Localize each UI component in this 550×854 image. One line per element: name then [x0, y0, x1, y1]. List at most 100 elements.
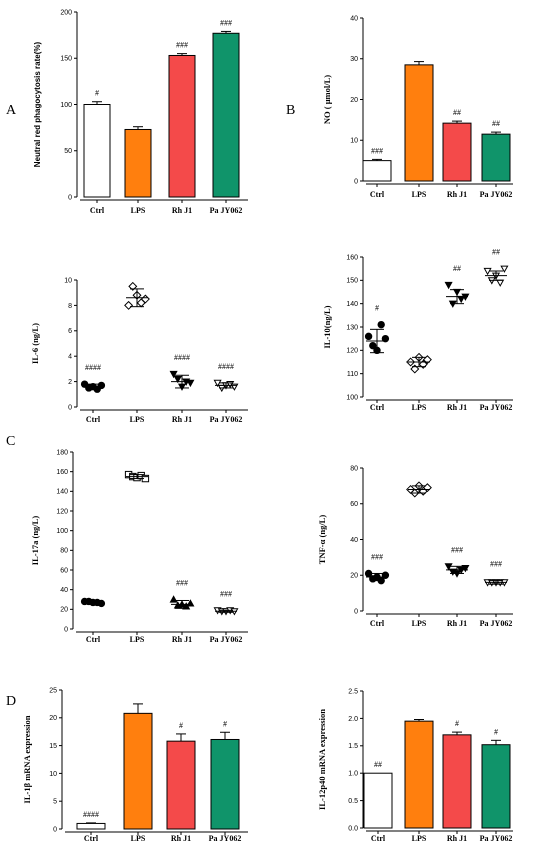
x-tick-label: Ctrl: [370, 619, 385, 628]
bar-ctrl: [83, 104, 111, 198]
data-point: [97, 381, 106, 390]
panel-label-a: A: [6, 103, 17, 118]
data-point: [381, 334, 390, 343]
y-tick-label: 1.5: [348, 743, 358, 750]
x-tick-label: LPS: [131, 206, 146, 215]
significance-label: #: [223, 719, 227, 728]
y-tick-label: 40: [350, 15, 358, 22]
y-tick-label: 80: [350, 465, 358, 472]
x-tick-label: Rh J1: [172, 415, 192, 424]
y-tick-label: 120: [346, 348, 358, 355]
y-tick-label: 20: [60, 607, 68, 614]
y-tick-label: 15: [49, 743, 57, 750]
y-tick-label: 140: [346, 301, 358, 308]
significance-label: #: [375, 304, 379, 313]
x-tick-label: Pa JY062: [210, 206, 243, 215]
x-tick-label: Ctrl: [86, 635, 101, 644]
significance-label: ##: [492, 248, 500, 257]
y-axis-label: TNF-α (ng/L): [317, 515, 327, 565]
x-tick-label: Rh J1: [171, 834, 191, 843]
bar-rh-j1: [442, 734, 472, 829]
bar-pa-jy062: [210, 738, 240, 830]
data-point: [364, 332, 373, 341]
x-tick-label: Pa JY062: [209, 834, 242, 843]
x-tick-label: Rh J1: [447, 834, 467, 843]
chart-il6: 0 2 4 6 8 10 IL-6 (ng/L) Ctrl LPS Rh J1 Pa JY062 ##…: [30, 277, 248, 424]
y-tick-label: 100: [346, 394, 358, 401]
y-tick-label: 25: [49, 687, 57, 694]
y-tick-label: 80: [60, 548, 68, 555]
y-axis-label: IL-6 (ng/L): [30, 323, 40, 364]
x-tick-label: Rh J1: [172, 206, 192, 215]
significance-label: #: [179, 721, 183, 730]
bar-lps: [404, 64, 434, 182]
data-point: [128, 281, 138, 291]
y-tick-label: 0.5: [348, 798, 358, 805]
chart-tnfa: 0 20 40 60 80 TNF-α (ng/L) Ctrl LPS Rh J1 Pa JY06…: [317, 465, 513, 628]
y-tick-label: 4: [68, 354, 72, 361]
significance-label: #: [494, 727, 498, 736]
y-tick-label: 20: [350, 573, 358, 580]
x-tick-label: Rh J1: [447, 619, 467, 628]
y-axis-label: IL-1β mRNA expression: [22, 715, 32, 803]
x-tick-label: Pa JY062: [480, 403, 513, 412]
y-tick-label: 10: [64, 277, 72, 284]
chart-il1b: 0 5 10 15 20 25 IL-1β mRNA expression Ctrl LPS Rh…: [22, 687, 248, 843]
data-point: [500, 265, 509, 273]
y-tick-label: 0.0: [348, 825, 358, 832]
significance-label: ####: [218, 362, 234, 371]
data-point: [369, 341, 377, 350]
y-tick-label: 100: [60, 102, 72, 109]
significance-label: ####: [85, 363, 101, 372]
data-point: [444, 281, 453, 290]
x-tick-label: Pa JY062: [210, 635, 243, 644]
significance-label: ##: [453, 264, 461, 273]
bar-lps: [123, 712, 153, 830]
y-tick-label: 0: [64, 626, 68, 633]
bar-rh-j1: [442, 122, 472, 182]
x-tick-label: Rh J1: [172, 635, 192, 644]
y-tick-label: 20: [350, 97, 358, 104]
bar-ctrl: [76, 822, 106, 830]
x-tick-label: LPS: [130, 635, 145, 644]
chart-il10: 100 110 120 130 140 150 160 IL-10(ng/L) Ctrl LPS R…: [322, 248, 513, 412]
bar-rh-j1: [168, 54, 196, 198]
y-tick-label: 160: [56, 469, 68, 476]
y-tick-label: 60: [350, 501, 358, 508]
chart-il17a: 0 20 40 60 80 100 120 140 160 180 IL-17a (ng/L) Ctr…: [30, 449, 248, 644]
panel-label-c: C: [6, 434, 15, 449]
y-axis-label: IL-12p40 mRNA expression: [317, 709, 327, 810]
y-tick-label: 10: [350, 138, 358, 145]
y-tick-label: 1.0: [348, 771, 358, 778]
y-tick-label: 50: [64, 148, 72, 155]
bar-rh-j1: [166, 740, 196, 830]
significance-label: ###: [371, 552, 383, 561]
y-axis-label: IL-10(ng/L): [322, 305, 332, 348]
y-tick-label: 5: [53, 799, 57, 806]
x-tick-label: LPS: [412, 834, 427, 843]
y-tick-label: 110: [347, 371, 358, 378]
y-tick-label: 0: [68, 404, 72, 411]
significance-label: ###: [176, 41, 188, 50]
x-tick-label: Ctrl: [370, 403, 385, 412]
y-tick-label: 180: [56, 449, 68, 456]
y-tick-label: 8: [68, 303, 72, 310]
bar-lps: [404, 720, 434, 829]
y-tick-label: 6: [68, 328, 72, 335]
y-tick-label: 0: [354, 608, 358, 615]
y-tick-label: 150: [346, 278, 358, 285]
x-tick-label: LPS: [412, 403, 427, 412]
x-tick-label: Pa JY062: [480, 619, 513, 628]
y-tick-label: 2.0: [348, 716, 358, 723]
x-tick-label: LPS: [131, 834, 146, 843]
y-axis-label: IL-17a (ng/L): [30, 516, 40, 566]
significance-label: ###: [176, 579, 188, 588]
bar-ctrl: [363, 772, 393, 829]
y-tick-label: 10: [49, 771, 57, 778]
y-tick-label: 2.5: [348, 688, 358, 695]
bar-pa-jy062: [481, 133, 511, 182]
x-tick-label: LPS: [412, 190, 427, 199]
data-point: [377, 320, 385, 329]
